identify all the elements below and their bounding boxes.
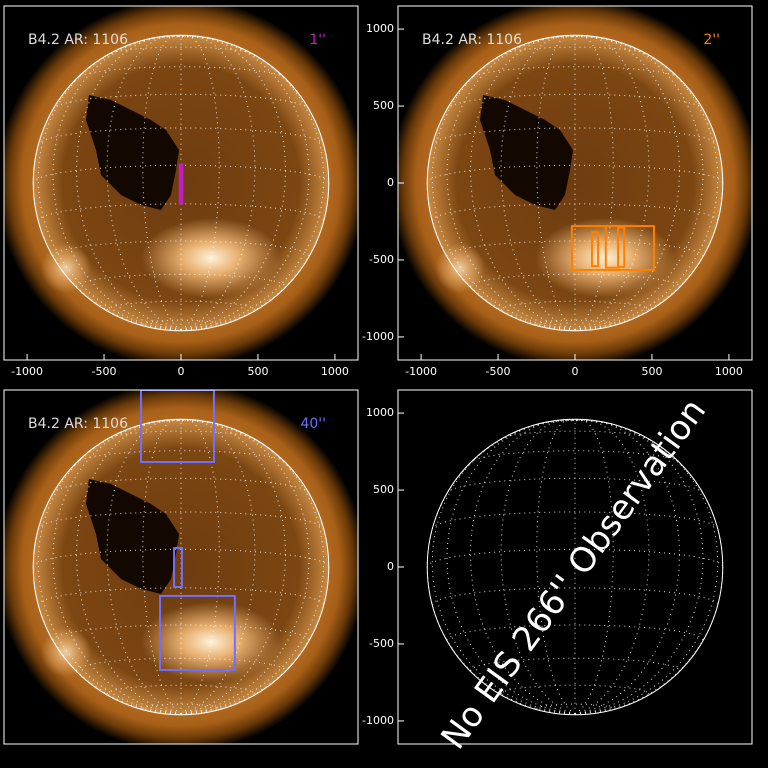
latitude-line (52, 240, 310, 257)
fov-box (617, 226, 626, 268)
longitude-line (180, 35, 310, 331)
x-tick-label: -500 (92, 365, 117, 378)
latitude-line (500, 300, 650, 311)
x-tick-label: -500 (486, 365, 511, 378)
latitude-line (37, 127, 325, 146)
panel (4, 6, 358, 360)
longitude-line (446, 419, 576, 715)
latitude-line (446, 624, 704, 641)
longitude-line (32, 35, 182, 331)
active-region (141, 602, 281, 682)
y-tick-label: 0 (387, 560, 394, 573)
y-tick-label: -1000 (362, 330, 394, 343)
x-tick-label: 500 (641, 365, 662, 378)
coronal-hole (480, 95, 573, 210)
panel (398, 390, 752, 744)
latitude-line (142, 703, 220, 709)
y-tick-label: 1000 (366, 22, 394, 35)
limb (32, 34, 330, 332)
fov-box (178, 163, 184, 205)
latitude-line (426, 548, 724, 568)
limb-brightening (41, 627, 91, 677)
y-tick-label: 500 (373, 483, 394, 496)
latitude-line (470, 66, 680, 80)
latitude-line (106, 46, 256, 57)
y-tick-label: 1000 (366, 406, 394, 419)
latitude-line (52, 624, 310, 641)
y-tick-label: 500 (373, 99, 394, 112)
latitude-line (431, 127, 719, 146)
latitude-line (426, 164, 724, 184)
latitude-line (142, 319, 220, 325)
latitude-line (76, 450, 286, 464)
longitude-line (426, 419, 576, 715)
latitude-line (431, 511, 719, 530)
y-tick-label: -500 (369, 253, 394, 266)
active-region (141, 218, 281, 298)
panel-label: B4.2 AR: 1106 (28, 416, 128, 432)
panel-frame (3, 389, 359, 745)
y-tick-label: -1000 (362, 714, 394, 727)
longitude-line (426, 35, 576, 331)
panel-label: B4.2 AR: 1106 (28, 32, 128, 48)
latitude-line (106, 684, 256, 695)
longitude-line (574, 419, 724, 715)
panel (398, 6, 752, 360)
panel-label: B4.2 AR: 1106 (422, 32, 522, 48)
latitude-line (446, 240, 704, 257)
x-tick-label: -1000 (405, 365, 437, 378)
longitude-line (574, 35, 704, 331)
longitude-line (574, 419, 704, 715)
latitude-line (76, 66, 286, 80)
resolution-label: 2'' (703, 32, 720, 48)
x-tick-label: -1000 (11, 365, 43, 378)
limb (426, 418, 724, 716)
resolution-label: 1'' (309, 32, 326, 48)
y-tick-label: 0 (387, 176, 394, 189)
limb-brightening (435, 243, 485, 293)
x-tick-label: 1000 (321, 365, 349, 378)
limb-brightening (41, 243, 91, 293)
latitude-line (500, 430, 650, 441)
latitude-line (37, 511, 325, 530)
x-tick-label: 500 (247, 365, 268, 378)
longitude-line (180, 419, 330, 715)
latitude-line (536, 319, 614, 325)
coronal-hole (86, 95, 179, 210)
latitude-line (500, 684, 650, 695)
longitude-line (180, 419, 310, 715)
x-tick-label: 0 (572, 365, 579, 378)
fov-box (159, 594, 236, 671)
x-tick-label: 0 (178, 365, 185, 378)
coronal-hole (86, 479, 179, 594)
y-tick-label: -500 (369, 637, 394, 650)
longitude-line (180, 35, 330, 331)
latitude-line (470, 450, 680, 464)
latitude-line (106, 300, 256, 311)
fov-box (173, 547, 183, 589)
fov-box (590, 231, 600, 268)
longitude-line (52, 35, 182, 331)
limb (32, 418, 330, 716)
resolution-label: 40'' (300, 416, 326, 432)
longitude-line (32, 419, 182, 715)
limb (426, 34, 724, 332)
panel (4, 390, 358, 744)
longitude-line (574, 35, 724, 331)
x-tick-label: 1000 (715, 365, 743, 378)
latitude-line (536, 703, 614, 709)
longitude-line (52, 419, 182, 715)
longitude-line (446, 35, 576, 331)
latitude-line (106, 430, 256, 441)
fov-box (139, 390, 215, 464)
latitude-line (500, 46, 650, 57)
